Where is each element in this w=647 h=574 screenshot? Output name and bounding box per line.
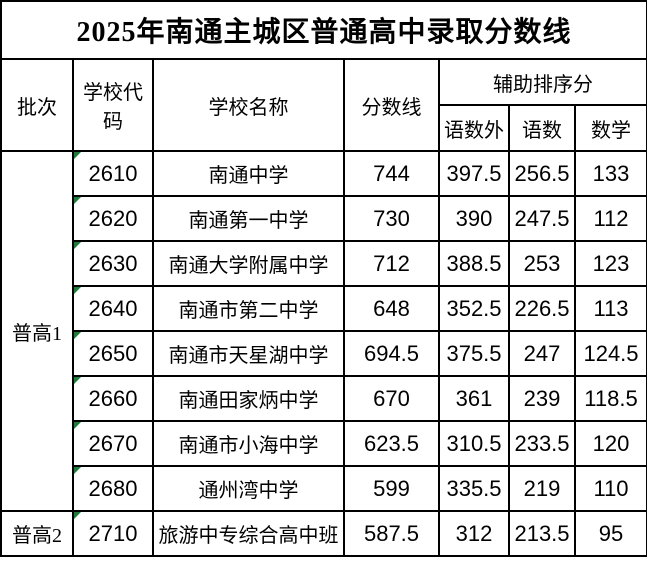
cell-aux-ysw: 397.5 xyxy=(438,150,510,197)
text-format-marker-icon xyxy=(75,468,81,474)
col-header-aux-group: 辅助排序分 xyxy=(437,58,647,106)
cell-school-name: 南通市天星湖中学 xyxy=(152,330,345,377)
cell-aux-math: 110 xyxy=(573,465,647,512)
text-format-marker-icon xyxy=(75,198,81,204)
col-header-school-code: 学校代码 xyxy=(72,58,154,152)
cell-school-name: 南通市小海中学 xyxy=(152,420,345,467)
cell-school-code: 2630 xyxy=(72,240,154,287)
table-row: 普高1 2610 南通中学 744 397.5 256.5 133 xyxy=(0,150,647,512)
cell-aux-ysw: 388.5 xyxy=(438,240,510,287)
cell-aux-ysw: 375.5 xyxy=(438,330,510,377)
text-format-marker-icon xyxy=(75,423,81,429)
cell-score-line: 599 xyxy=(343,465,440,512)
cell-score-line: 623.5 xyxy=(343,420,440,467)
cell-aux-ys: 226.5 xyxy=(508,285,576,332)
cell-aux-math: 133 xyxy=(573,150,647,197)
cell-aux-ys: 247.5 xyxy=(508,195,576,242)
cell-aux-ys: 213.5 xyxy=(508,510,576,557)
table-row: 2640 南通市第二中学 648 352.5 226.5 113 xyxy=(1,285,647,332)
text-format-marker-icon xyxy=(75,288,81,294)
cell-score-line: 712 xyxy=(343,240,440,287)
cell-school-code: 2660 xyxy=(72,375,154,422)
cell-aux-ys: 233.5 xyxy=(508,420,576,467)
cell-aux-ys: 256.5 xyxy=(508,150,576,197)
page-title: 2025年南通主城区普通高中录取分数线 xyxy=(0,0,647,60)
cell-school-name: 南通田家炳中学 xyxy=(152,375,345,422)
table-row: 2680 通州湾中学 599 335.5 219 110 xyxy=(1,465,647,512)
cell-school-name: 南通大学附属中学 xyxy=(152,240,345,287)
cell-school-code: 2710 xyxy=(72,510,154,557)
title-row: 2025年南通主城区普通高中录取分数线 xyxy=(0,0,647,60)
table-row: 2620 南通第一中学 730 390 247.5 112 xyxy=(1,195,647,242)
col-header-aux-ys: 语数 xyxy=(508,104,576,152)
cell-school-name: 南通第一中学 xyxy=(152,195,345,242)
table-row: 普高2 2710 旅游中专综合高中班 587.5 312 213.5 95 xyxy=(0,510,647,557)
cell-school-code: 2610 xyxy=(72,150,154,197)
cell-score-line: 694.5 xyxy=(343,330,440,377)
cell-school-name: 南通中学 xyxy=(152,150,345,197)
cell-score-line: 744 xyxy=(343,150,440,197)
table-row: 2660 南通田家炳中学 670 361 239 118.5 xyxy=(1,375,647,422)
cell-aux-ys: 247 xyxy=(508,330,576,377)
batch-cell-putong2: 普高2 xyxy=(0,510,74,557)
cell-school-code: 2680 xyxy=(72,465,154,512)
cell-aux-math: 124.5 xyxy=(573,330,647,377)
cell-aux-ys: 219 xyxy=(508,465,576,512)
cell-aux-math: 120 xyxy=(573,420,647,467)
cell-aux-ysw: 312 xyxy=(438,510,510,557)
cell-school-code: 2650 xyxy=(72,330,154,377)
cell-aux-ysw: 352.5 xyxy=(438,285,510,332)
header-row-top: 批次 学校代码 学校名称 分数线 辅助排序分 xyxy=(0,58,647,152)
cell-aux-ysw: 335.5 xyxy=(438,465,510,512)
cell-aux-ysw: 361 xyxy=(438,375,510,422)
cell-aux-math: 112 xyxy=(573,195,647,242)
table-row: 2670 南通市小海中学 623.5 310.5 233.5 120 xyxy=(1,420,647,467)
col-header-score-line: 分数线 xyxy=(343,58,440,152)
admission-scores-table: 2025年南通主城区普通高中录取分数线 批次 学校代码 学校名称 分数线 辅助排… xyxy=(0,0,647,557)
cell-aux-math: 118.5 xyxy=(573,375,647,422)
cell-aux-ysw: 390 xyxy=(438,195,510,242)
text-format-marker-icon xyxy=(75,513,81,519)
cell-school-name: 旅游中专综合高中班 xyxy=(152,510,345,557)
cell-aux-ysw: 310.5 xyxy=(438,420,510,467)
cell-school-code: 2670 xyxy=(72,420,154,467)
cell-aux-math: 95 xyxy=(573,510,647,557)
col-header-batch: 批次 xyxy=(0,58,74,152)
cell-aux-ys: 239 xyxy=(508,375,576,422)
cell-school-name: 通州湾中学 xyxy=(152,465,345,512)
cell-aux-ys: 253 xyxy=(508,240,576,287)
cell-score-line: 587.5 xyxy=(343,510,440,557)
text-format-marker-icon xyxy=(75,333,81,339)
header-row-sub: 语数外 语数 数学 xyxy=(1,104,647,152)
cell-score-line: 648 xyxy=(343,285,440,332)
cell-school-name: 南通市第二中学 xyxy=(152,285,345,332)
table-row: 2650 南通市天星湖中学 694.5 375.5 247 124.5 xyxy=(1,330,647,377)
cell-score-line: 670 xyxy=(343,375,440,422)
text-format-marker-icon xyxy=(75,378,81,384)
batch-cell-putong1: 普高1 xyxy=(0,150,74,512)
table-row: 2630 南通大学附属中学 712 388.5 253 123 xyxy=(1,240,647,287)
col-header-aux-math: 数学 xyxy=(573,104,647,152)
col-header-school-name: 学校名称 xyxy=(152,58,345,152)
cell-school-code: 2640 xyxy=(72,285,154,332)
text-format-marker-icon xyxy=(75,153,81,159)
cell-aux-math: 113 xyxy=(573,285,647,332)
cell-aux-math: 123 xyxy=(573,240,647,287)
cell-score-line: 730 xyxy=(343,195,440,242)
col-header-aux-ysw: 语数外 xyxy=(438,104,510,152)
text-format-marker-icon xyxy=(75,243,81,249)
cell-school-code: 2620 xyxy=(72,195,154,242)
